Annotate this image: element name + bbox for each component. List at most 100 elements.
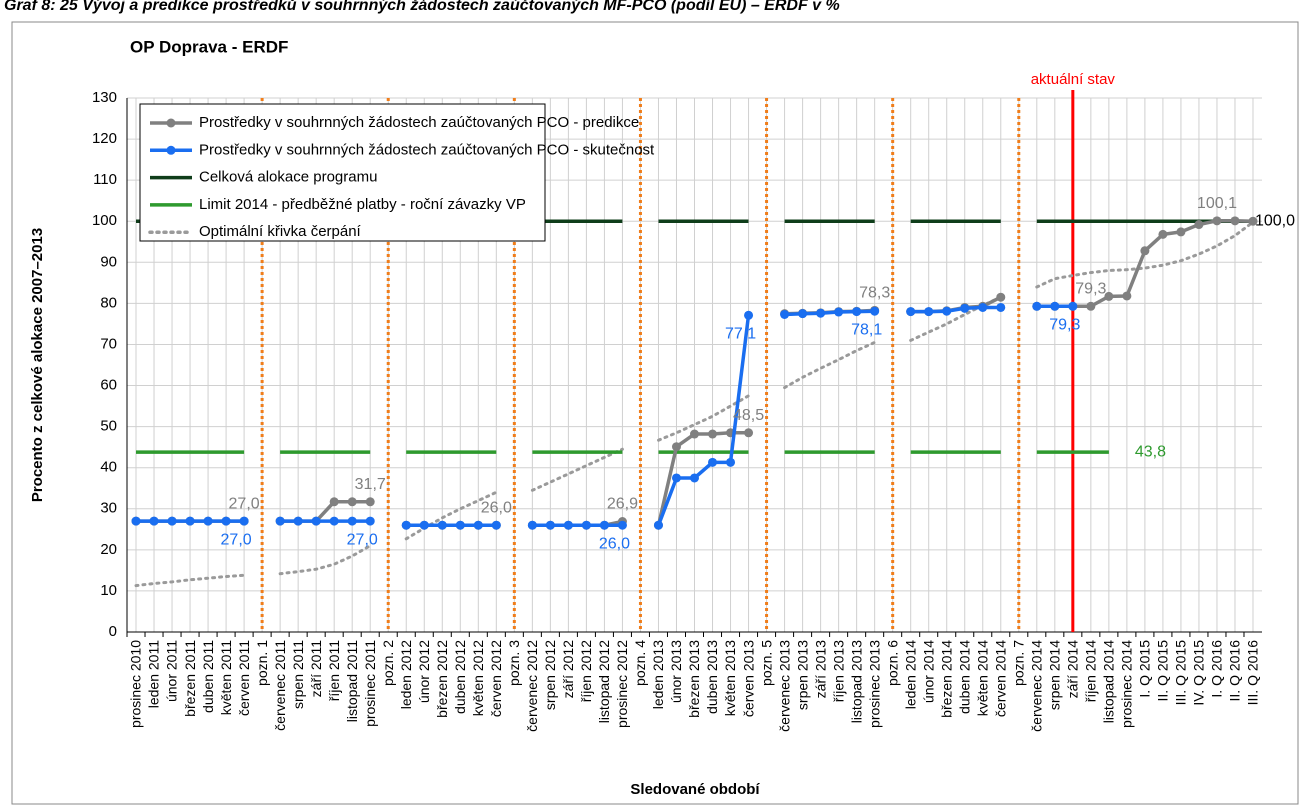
legend-label: Prostředky v souhrnných žádostech zaúčto… bbox=[199, 141, 655, 158]
data-point bbox=[798, 309, 808, 319]
y-tick-label: 60 bbox=[100, 377, 117, 394]
data-point bbox=[852, 307, 862, 317]
y-tick-label: 20 bbox=[100, 541, 117, 558]
legend-label: Optimální křivka čerpání bbox=[199, 223, 362, 240]
data-point bbox=[1194, 220, 1204, 230]
x-tick-label: listopad 2011 bbox=[344, 640, 360, 722]
data-point bbox=[708, 457, 718, 467]
x-tick-label: únor 2013 bbox=[668, 640, 684, 703]
data-point bbox=[329, 497, 339, 507]
data-point bbox=[329, 516, 339, 526]
x-tick-label: srpen 2013 bbox=[794, 640, 810, 710]
x-tick-label: červen 2014 bbox=[992, 640, 1008, 717]
value-label: 48,5 bbox=[733, 407, 764, 424]
data-point bbox=[527, 520, 537, 530]
y-tick-label: 10 bbox=[100, 582, 117, 599]
data-point bbox=[455, 520, 465, 530]
x-tick-label: červenec 2013 bbox=[776, 640, 792, 732]
data-point bbox=[924, 307, 934, 317]
y-tick-label: 0 bbox=[109, 623, 117, 640]
value-label: 26,9 bbox=[607, 496, 638, 513]
y-tick-label: 70 bbox=[100, 335, 117, 352]
x-tick-label: březen 2014 bbox=[938, 640, 954, 718]
y-tick-label: 100 bbox=[92, 212, 117, 229]
data-point bbox=[347, 497, 357, 507]
data-point bbox=[365, 516, 375, 526]
x-tick-label: duben 2012 bbox=[452, 640, 468, 714]
x-tick-label: červenec 2012 bbox=[524, 640, 540, 732]
data-point bbox=[726, 457, 736, 467]
data-point bbox=[780, 309, 790, 319]
data-point bbox=[1230, 216, 1240, 226]
data-point bbox=[311, 516, 321, 526]
value-label: 31,7 bbox=[355, 476, 386, 493]
chart-subtitle: OP Doprava - ERDF bbox=[130, 37, 288, 56]
data-point bbox=[1050, 301, 1060, 311]
x-tick-label: leden 2011 bbox=[146, 640, 162, 708]
x-tick-label: květen 2012 bbox=[470, 640, 486, 716]
x-tick-label: listopad 2012 bbox=[596, 640, 612, 724]
data-point bbox=[545, 520, 555, 530]
data-point bbox=[1122, 291, 1132, 301]
x-tick-label: pozn. 6 bbox=[884, 640, 900, 686]
data-point bbox=[1104, 291, 1114, 301]
x-tick-label: srpen 2011 bbox=[290, 640, 306, 709]
x-tick-label: únor 2012 bbox=[416, 640, 432, 703]
data-point bbox=[365, 497, 375, 507]
value-label: 27,0 bbox=[221, 531, 252, 548]
x-tick-label: srpen 2012 bbox=[542, 640, 558, 710]
legend-marker bbox=[166, 145, 176, 155]
x-tick-label: říjen 2013 bbox=[830, 640, 846, 702]
x-tick-label: prosinec 2011 bbox=[362, 640, 378, 727]
x-tick-label: říjen 2011 bbox=[326, 640, 342, 701]
x-tick-label: leden 2014 bbox=[902, 640, 918, 710]
x-tick-label: listopad 2013 bbox=[848, 640, 864, 724]
x-tick-label: pozn. 1 bbox=[254, 640, 270, 686]
data-point bbox=[1140, 246, 1150, 256]
x-tick-label: srpen 2014 bbox=[1047, 640, 1063, 710]
value-label: 26,0 bbox=[599, 535, 630, 552]
x-tick-label: duben 2014 bbox=[956, 640, 972, 714]
x-tick-label: prosinec 2013 bbox=[866, 640, 882, 728]
current-marker-label: aktuální stav bbox=[1031, 71, 1116, 88]
x-tick-label: prosinec 2012 bbox=[614, 640, 630, 728]
value-label: 79,3 bbox=[1049, 316, 1080, 333]
data-point bbox=[437, 520, 447, 530]
y-tick-label: 80 bbox=[100, 294, 117, 311]
data-point bbox=[744, 310, 754, 320]
data-point bbox=[347, 516, 357, 526]
data-point bbox=[275, 516, 285, 526]
x-tick-label: duben 2011 bbox=[200, 640, 216, 713]
data-point bbox=[653, 520, 663, 530]
data-point bbox=[221, 516, 231, 526]
data-point bbox=[1032, 301, 1042, 311]
x-tick-label: únor 2014 bbox=[920, 640, 936, 703]
x-tick-label: III. Q 2015 bbox=[1173, 640, 1189, 706]
value-label: 27,0 bbox=[347, 531, 378, 548]
data-point bbox=[473, 520, 483, 530]
x-tick-label: červen 2012 bbox=[488, 640, 504, 717]
x-tick-label: I. Q 2015 bbox=[1137, 640, 1153, 698]
value-label: 77,1 bbox=[725, 326, 756, 343]
x-tick-label: leden 2013 bbox=[650, 640, 666, 710]
x-tick-label: květen 2014 bbox=[974, 640, 990, 716]
data-point bbox=[617, 520, 627, 530]
data-point bbox=[942, 306, 952, 316]
data-point bbox=[996, 292, 1006, 302]
value-label: 100,0 bbox=[1255, 212, 1295, 229]
data-point bbox=[1212, 216, 1222, 226]
data-point bbox=[581, 520, 591, 530]
x-tick-label: květen 2011 bbox=[218, 640, 234, 715]
y-tick-label: 30 bbox=[100, 500, 117, 517]
value-label: 78,3 bbox=[859, 285, 890, 302]
data-point bbox=[671, 442, 681, 452]
y-tick-label: 50 bbox=[100, 418, 117, 435]
x-tick-label: březen 2013 bbox=[686, 640, 702, 718]
data-point bbox=[671, 473, 681, 483]
data-point bbox=[834, 307, 844, 317]
data-point bbox=[690, 473, 699, 483]
x-tick-label: říjen 2012 bbox=[578, 640, 594, 702]
data-point bbox=[131, 516, 141, 526]
x-tick-label: pozn. 2 bbox=[380, 640, 396, 686]
